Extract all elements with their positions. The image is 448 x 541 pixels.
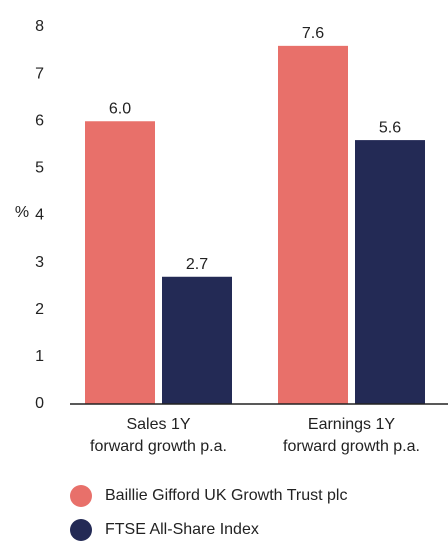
y-tick-label: 5 (35, 160, 44, 177)
y-tick-label: 4 (35, 207, 44, 224)
legend-label: Baillie Gifford UK Growth Trust plc (105, 487, 347, 504)
bar (162, 276, 232, 404)
y-tick-label: 8 (35, 18, 44, 35)
data-label: 6.0 (109, 100, 131, 117)
y-tick-label: 7 (35, 65, 44, 82)
legend-label: FTSE All-Share Index (105, 521, 259, 538)
bar (278, 45, 348, 404)
y-tick-label: 1 (35, 348, 44, 365)
legend-swatch (70, 519, 92, 541)
x-tick-label: Sales 1Y forward growth p.a. (90, 416, 227, 455)
y-axis-label: % (15, 204, 29, 221)
y-tick-label: 6 (35, 112, 44, 129)
data-label: 7.6 (302, 25, 324, 42)
data-label: 2.7 (186, 256, 208, 273)
y-tick-label: 0 (35, 395, 44, 412)
legend-swatch (70, 485, 92, 507)
bar (85, 121, 155, 404)
data-label: 5.6 (379, 119, 401, 136)
x-tick-label: Earnings 1Y forward growth p.a. (283, 416, 420, 455)
bar (355, 140, 425, 404)
y-tick-label: 3 (35, 254, 44, 271)
y-tick-label: 2 (35, 301, 44, 318)
